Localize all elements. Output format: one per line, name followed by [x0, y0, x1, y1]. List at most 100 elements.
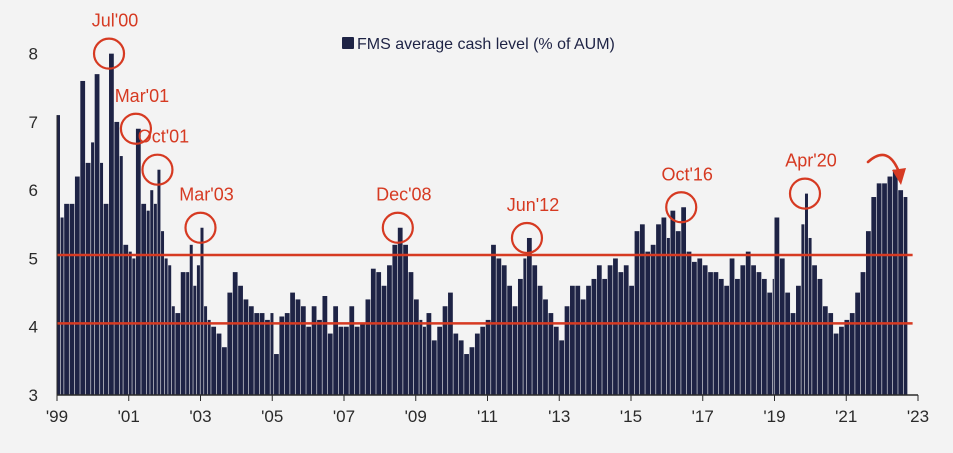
bar	[397, 227, 403, 395]
bar	[387, 265, 392, 395]
bar	[526, 237, 532, 395]
bar	[327, 333, 333, 395]
bar	[839, 326, 844, 395]
bar	[146, 210, 150, 395]
axes: 3 4 5 6 7 8 '99 '01 '03 '05 '07 '09 '11 '13 '15 '17 '19 '…	[29, 45, 930, 426]
bar	[756, 272, 762, 395]
bar	[274, 354, 279, 395]
bar	[408, 272, 414, 395]
x-tick-label: '09	[405, 407, 427, 426]
bar	[69, 203, 75, 395]
bar	[135, 128, 141, 395]
bar	[123, 244, 129, 395]
bar	[207, 319, 211, 395]
bar	[548, 313, 554, 395]
bar	[865, 231, 871, 395]
bar	[580, 299, 586, 395]
bar	[740, 265, 746, 395]
bar	[808, 237, 812, 395]
bar	[537, 285, 543, 395]
bar	[675, 231, 681, 395]
bar	[491, 244, 496, 395]
bar	[670, 210, 676, 395]
bar	[779, 258, 785, 395]
bar	[629, 285, 634, 395]
bar	[607, 265, 613, 395]
reference-lines	[57, 253, 913, 325]
bar	[157, 169, 161, 395]
bar	[480, 326, 486, 395]
bar	[161, 231, 165, 395]
bar	[898, 190, 904, 395]
bar	[860, 272, 866, 395]
bar	[523, 258, 527, 395]
bar	[392, 244, 398, 395]
annotation-label: Mar'03	[179, 185, 233, 205]
bar	[812, 265, 817, 395]
bar	[300, 306, 306, 395]
bar	[785, 292, 791, 395]
bar	[517, 278, 523, 395]
x-tick-label: '21	[835, 407, 857, 426]
bar	[91, 142, 95, 395]
bar	[564, 306, 570, 395]
bar	[767, 292, 773, 395]
legend-label: FMS average cash level (% of AUM)	[357, 36, 615, 53]
annotation-circle	[381, 211, 414, 244]
bar	[817, 278, 823, 395]
bar	[290, 292, 295, 395]
annotation-label: Mar'01	[115, 86, 169, 106]
bar	[790, 313, 796, 395]
bar	[338, 326, 344, 395]
bar	[171, 306, 175, 395]
bar	[103, 203, 109, 395]
bar	[164, 258, 168, 395]
bar	[193, 285, 197, 395]
bar	[100, 162, 104, 395]
bar	[243, 299, 249, 395]
bar	[211, 326, 217, 395]
bar	[613, 258, 618, 395]
bar	[216, 333, 222, 395]
bar	[349, 306, 355, 395]
bar	[270, 313, 274, 395]
bar	[772, 278, 774, 395]
bar	[724, 285, 730, 395]
x-tick-label: '03	[189, 407, 211, 426]
bar	[828, 313, 834, 395]
bar	[381, 285, 387, 395]
bar	[322, 296, 328, 395]
bar	[559, 340, 565, 395]
x-tick-label: '19	[763, 407, 785, 426]
bar	[697, 258, 703, 395]
arrow-curve	[866, 153, 901, 174]
bar	[474, 333, 480, 395]
bar	[222, 347, 227, 395]
bar	[681, 207, 687, 395]
bar	[623, 265, 629, 395]
bar	[882, 183, 887, 395]
bar	[708, 272, 713, 395]
y-tick-label: 8	[29, 45, 38, 64]
x-tick-label: '15	[620, 407, 642, 426]
bar	[254, 313, 260, 395]
bar	[248, 306, 254, 395]
bar	[903, 197, 908, 395]
bar	[586, 285, 591, 395]
annotation-label: Oct'16	[661, 164, 712, 184]
bar	[751, 265, 756, 395]
bar	[403, 244, 408, 395]
annotation-circle	[119, 112, 153, 145]
bar	[141, 203, 147, 395]
bar	[64, 203, 69, 395]
x-tick-label: '05	[261, 407, 283, 426]
bar	[553, 326, 559, 395]
bar	[496, 258, 502, 395]
bar	[132, 258, 136, 395]
bar	[365, 299, 371, 395]
bar	[180, 272, 186, 395]
arrow-head	[892, 168, 906, 185]
bar	[448, 292, 453, 395]
